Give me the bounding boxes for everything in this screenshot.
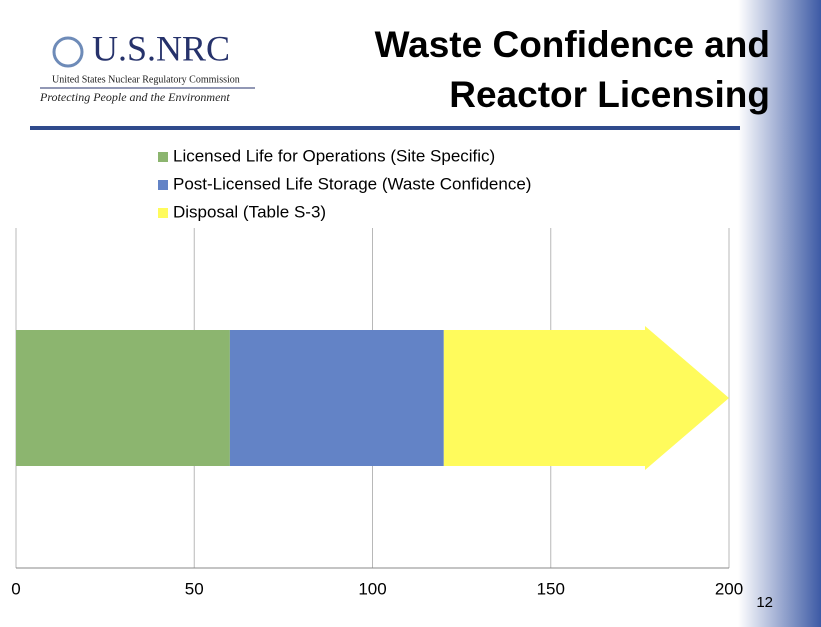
x-tick-label: 100	[358, 579, 386, 598]
page-number: 12	[756, 594, 773, 611]
x-tick-label: 150	[537, 579, 565, 598]
logo-text: U.S.NRC	[92, 28, 230, 68]
bar-segment	[16, 330, 230, 466]
legend-swatch	[158, 180, 168, 190]
x-tick-label: 50	[185, 579, 204, 598]
legend-swatch	[158, 152, 168, 162]
bar-segment	[444, 326, 729, 470]
tagline: Protecting People and the Environment	[39, 90, 230, 104]
title-line: Waste Confidence and	[375, 24, 770, 65]
x-tick-label: 200	[715, 579, 743, 598]
bar-segment	[230, 330, 444, 466]
logo-mark	[54, 38, 82, 66]
chart: Licensed Life for Operations (Site Speci…	[11, 146, 743, 598]
header-rule	[30, 126, 740, 130]
legend-swatch	[158, 208, 168, 218]
legend-label: Post-Licensed Life Storage (Waste Confid…	[173, 174, 531, 193]
agency-name: United States Nuclear Regulatory Commiss…	[52, 74, 240, 85]
legend-label: Licensed Life for Operations (Site Speci…	[173, 146, 495, 165]
title-line: Reactor Licensing	[449, 74, 770, 115]
legend-label: Disposal (Table S-3)	[173, 202, 326, 221]
x-tick-label: 0	[11, 579, 20, 598]
